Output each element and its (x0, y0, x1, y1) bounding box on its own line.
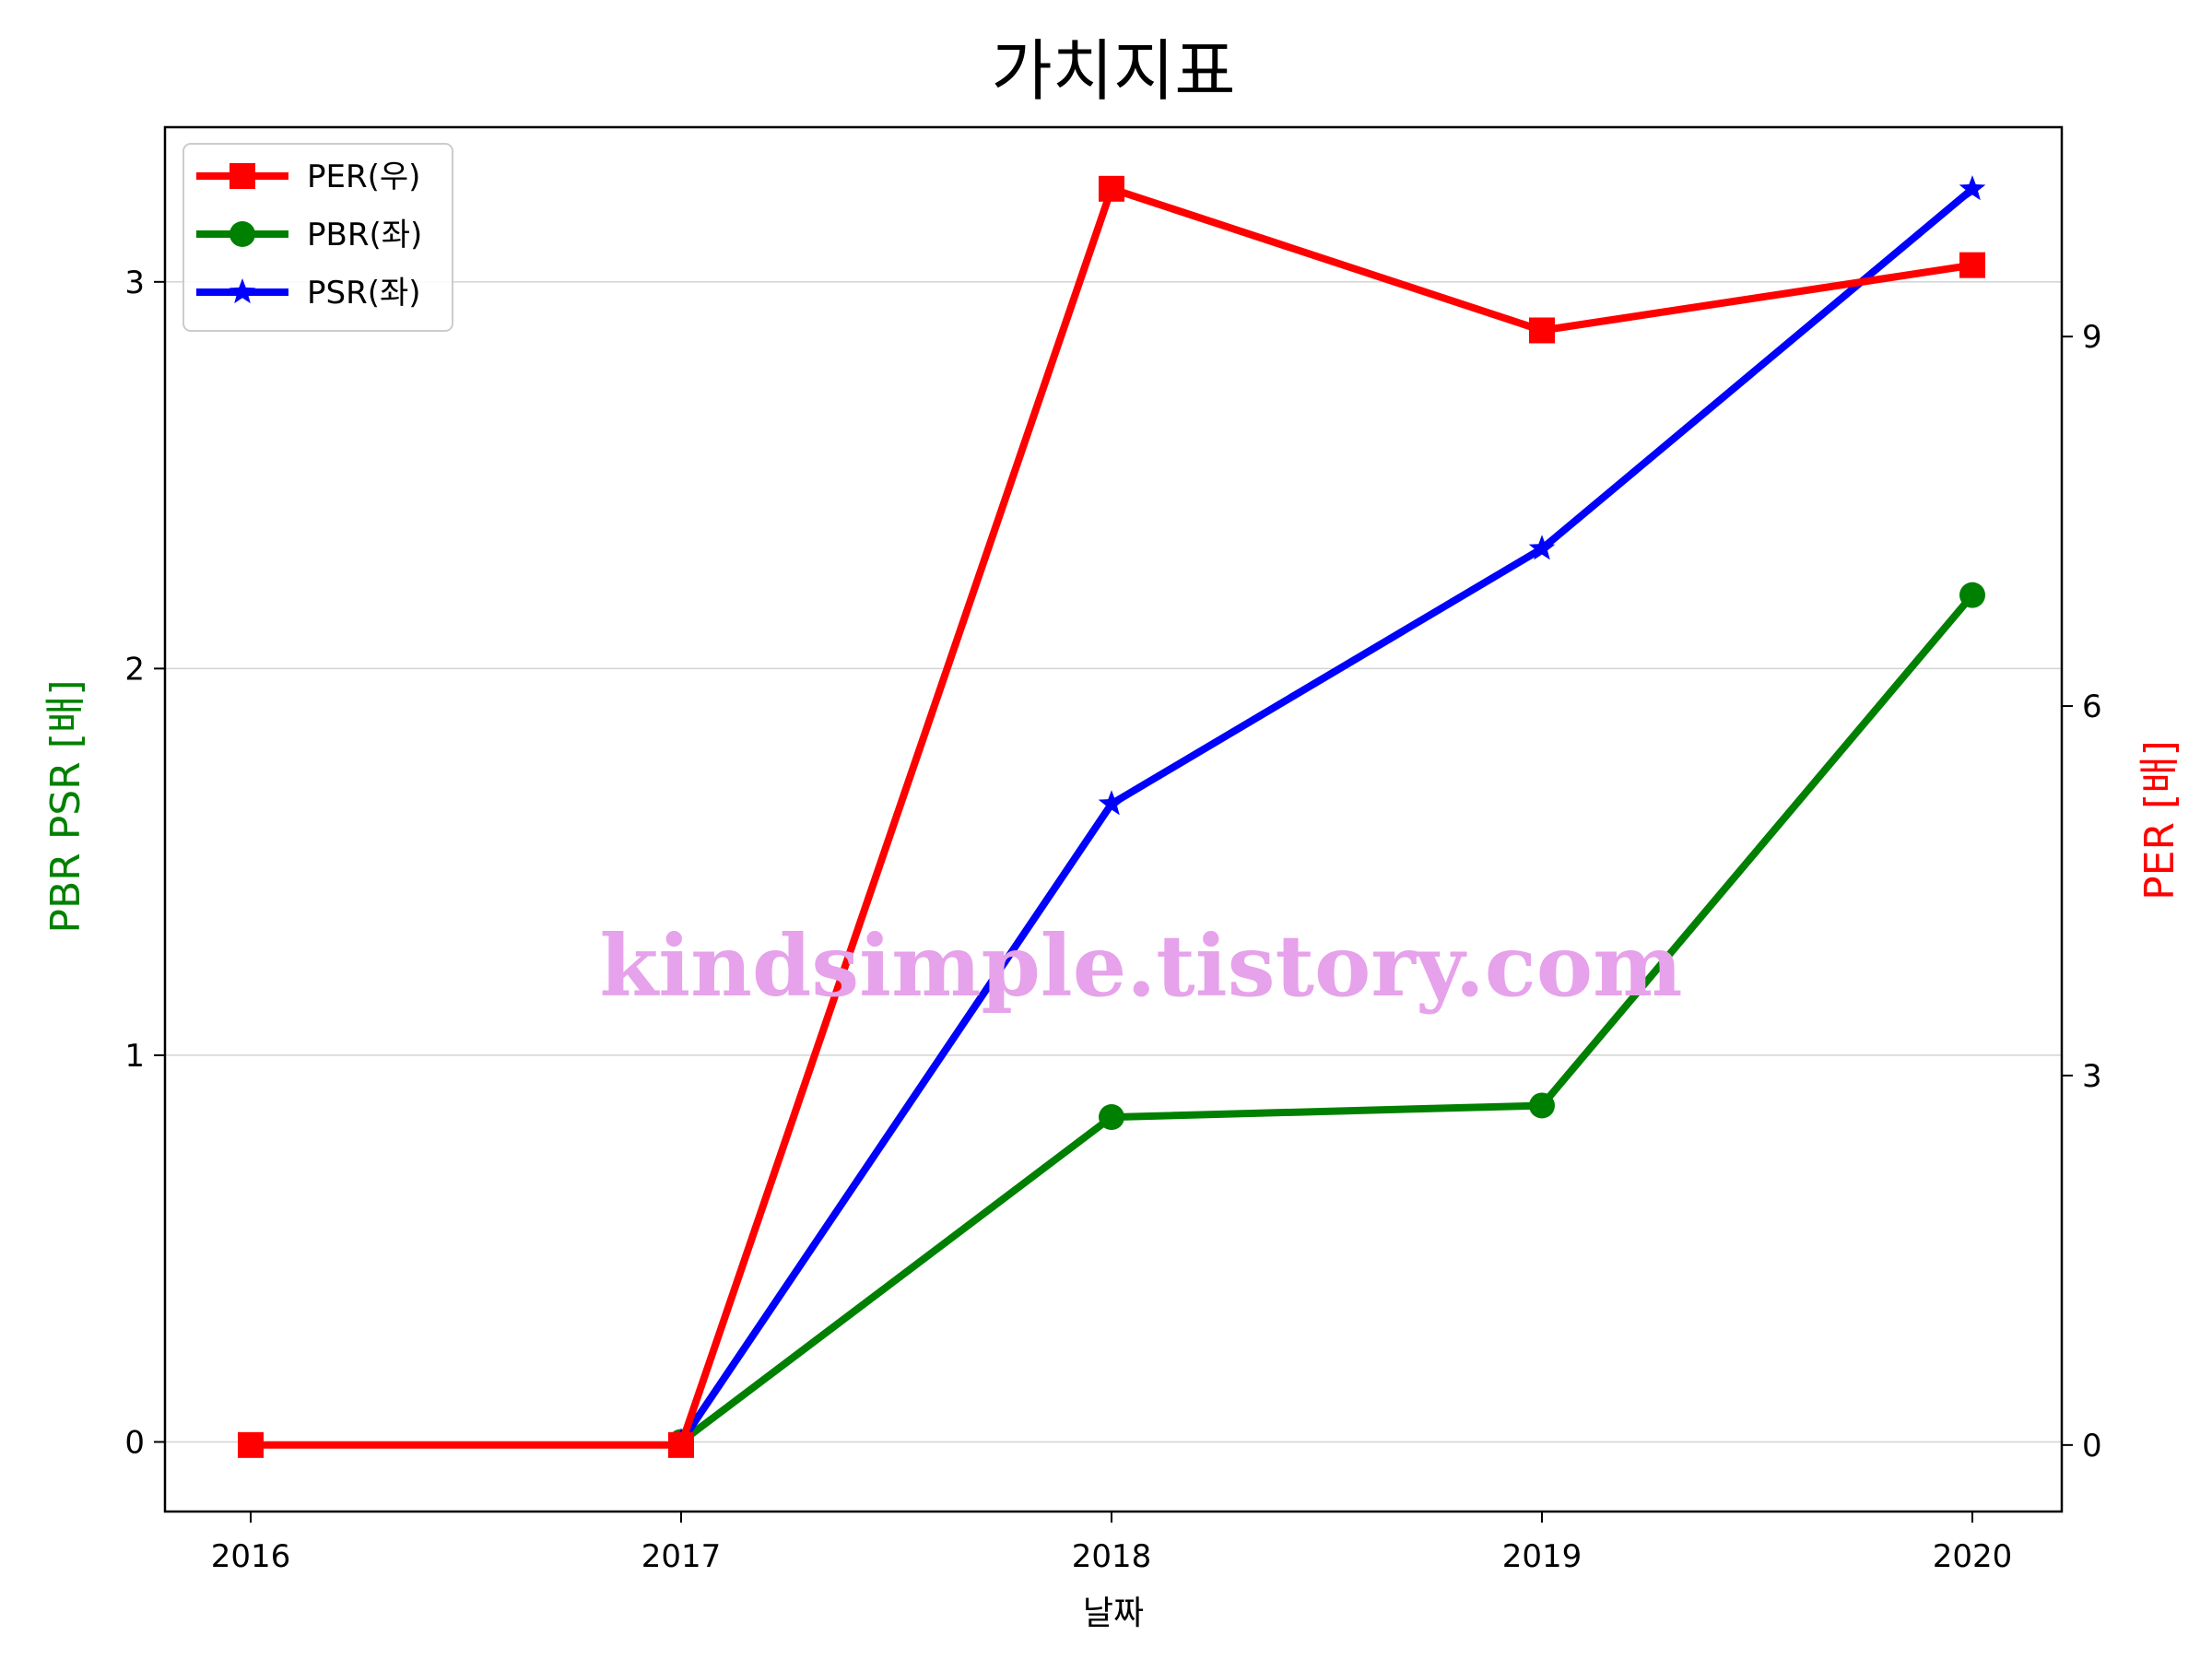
y-left-tick-label: 1 (124, 1038, 145, 1075)
legend-marker (229, 221, 255, 247)
plot-frame (163, 125, 2064, 1513)
y-axis-right-title: PER [배] (2136, 740, 2183, 900)
series-circle (668, 582, 1985, 1455)
legend-box (182, 143, 453, 332)
legend: PER(우) PBR(좌) PSR(좌) (182, 143, 453, 332)
data-point (1098, 790, 1125, 816)
legend-entry: PBR(좌) (196, 217, 422, 253)
x-tick-label: 2018 (1072, 1538, 1152, 1575)
chart-title: 가치지표 (992, 32, 1236, 110)
data-point (1959, 582, 1985, 608)
x-axis-title: 날짜 (1083, 1594, 1144, 1632)
legend-marker (229, 163, 255, 189)
series-layer (238, 175, 1986, 1458)
data-point (1959, 252, 1985, 278)
series-line (678, 593, 1976, 1445)
y-left-tick-label: 0 (124, 1424, 145, 1461)
data-point (238, 1431, 264, 1458)
data-point (1528, 535, 1556, 560)
legend-label: PBR(좌) (307, 217, 422, 253)
x-tick-label: 2016 (211, 1538, 291, 1575)
y-left-tick-label: 3 (124, 265, 145, 301)
x-tick-label: 2017 (641, 1538, 722, 1575)
data-point (1529, 1092, 1555, 1119)
series-square (238, 175, 1985, 1458)
legend-marker (229, 278, 256, 304)
data-point (1959, 175, 1986, 201)
legend-entry: PER(우) (196, 159, 420, 195)
y-right-tick-label: 3 (2082, 1058, 2102, 1095)
x-tick-label: 2020 (1933, 1538, 2013, 1575)
y-left-tick-label: 2 (124, 651, 145, 688)
y-axis-left-title: PBR PSR [배] (42, 679, 89, 933)
series-line (251, 184, 1973, 1449)
data-point (1529, 317, 1555, 344)
series-line (677, 186, 1975, 1444)
x-tick-label: 2019 (1502, 1538, 1583, 1575)
data-point (668, 1431, 694, 1458)
data-point (1099, 1104, 1124, 1131)
y-right-tick-label: 9 (2082, 319, 2102, 356)
y-right-tick-label: 0 (2082, 1428, 2102, 1465)
gridlines (165, 281, 2062, 1443)
legend-label: PER(우) (307, 159, 420, 195)
y-right-tick-label: 6 (2082, 688, 2102, 725)
legend-entry: PSR(좌) (196, 275, 421, 312)
ticks: 0 1 2 3 0 3 6 9 2016 2017 2018 2019 2020 (124, 265, 2101, 1575)
watermark-text: kindsimple.tistory.com (599, 916, 1682, 1016)
legend-label: PSR(좌) (307, 275, 421, 312)
data-point (1099, 175, 1124, 202)
